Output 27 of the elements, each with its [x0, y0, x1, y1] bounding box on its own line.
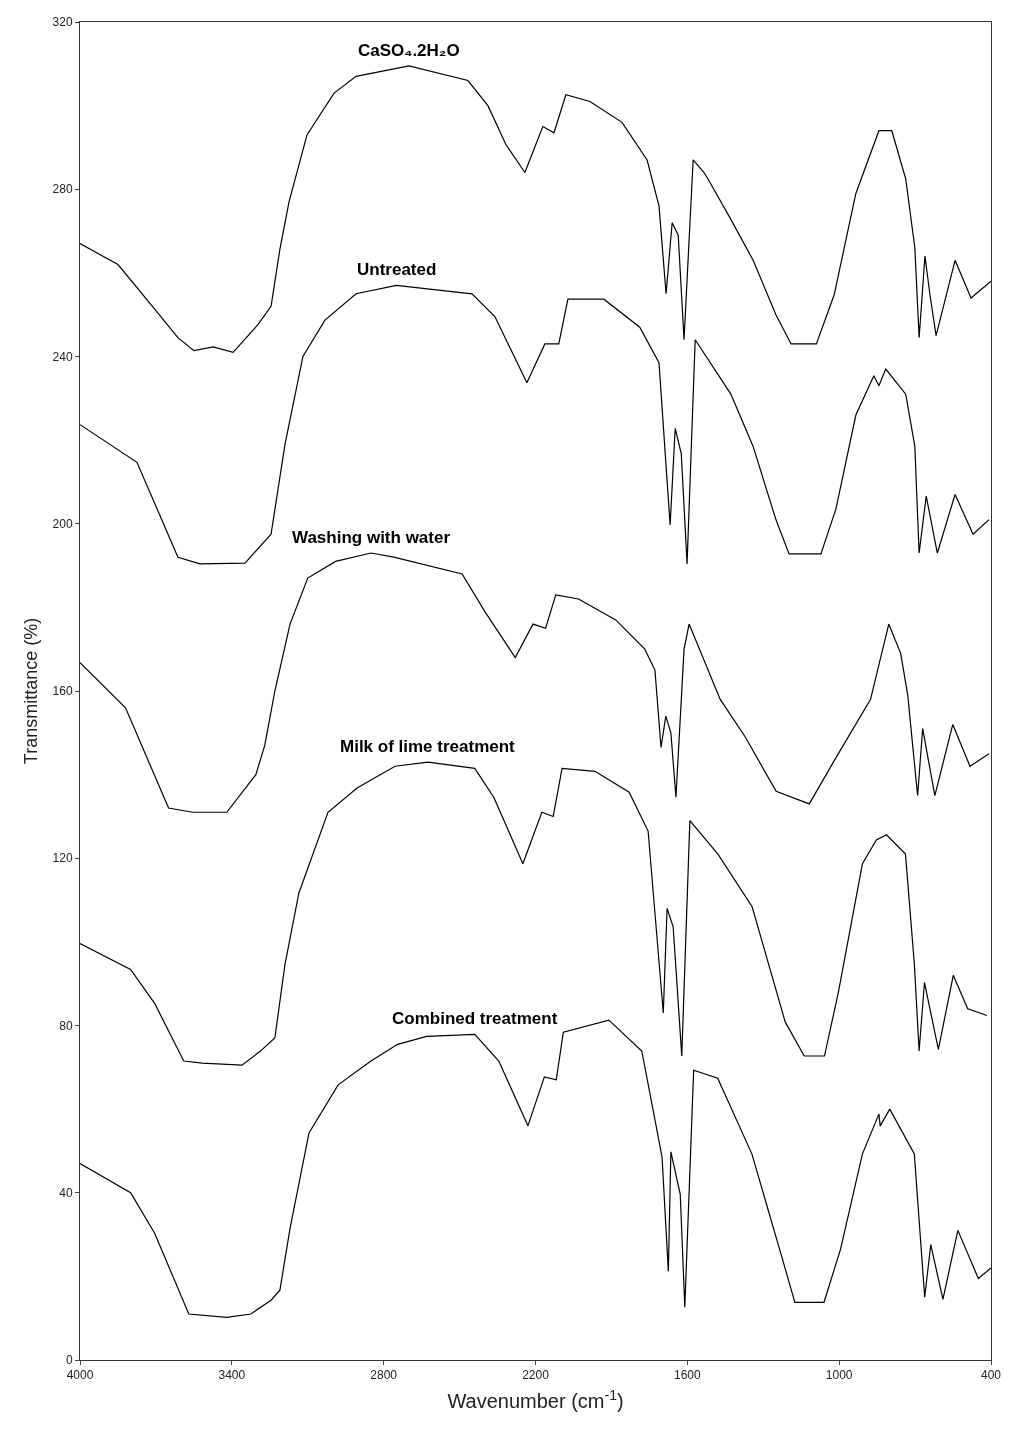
- y-tick-label: 0: [65, 1353, 73, 1368]
- y-tick-label: 320: [52, 15, 73, 30]
- x-tick-label: 400: [980, 1368, 1002, 1383]
- series-label: Washing with water: [292, 528, 451, 547]
- series-label: CaSO₄.2H₂O: [358, 41, 460, 60]
- y-tick-label: 40: [59, 1185, 73, 1200]
- line-series: [80, 552, 990, 813]
- y-tick-label: 200: [52, 516, 73, 531]
- series-label: Combined treatment: [392, 1009, 558, 1028]
- y-tick-label: 240: [52, 349, 73, 364]
- x-tick-label: 1600: [673, 1368, 701, 1383]
- y-tick-label: 280: [52, 182, 73, 197]
- line-series: [80, 284, 990, 565]
- x-tick-label: 3400: [218, 1368, 246, 1383]
- x-tick-label: 2800: [370, 1368, 398, 1383]
- y-tick-label: 80: [59, 1018, 73, 1033]
- y-tick-label: 120: [52, 851, 73, 866]
- x-tick-label: 1000: [825, 1368, 853, 1383]
- line-series: [80, 761, 988, 1066]
- y-axis-title: Transmittance (%): [20, 617, 41, 765]
- y-tick-label: 160: [52, 684, 73, 699]
- series-label: Untreated: [357, 260, 437, 279]
- x-axis-title: Wavenumber (cm$^{-1}$): [447, 1386, 624, 1412]
- line-series: [80, 65, 991, 353]
- x-tick-label: 4000: [66, 1368, 94, 1383]
- x-tick-label: 2200: [522, 1368, 550, 1383]
- series-label: Milk of lime treatment: [340, 737, 516, 756]
